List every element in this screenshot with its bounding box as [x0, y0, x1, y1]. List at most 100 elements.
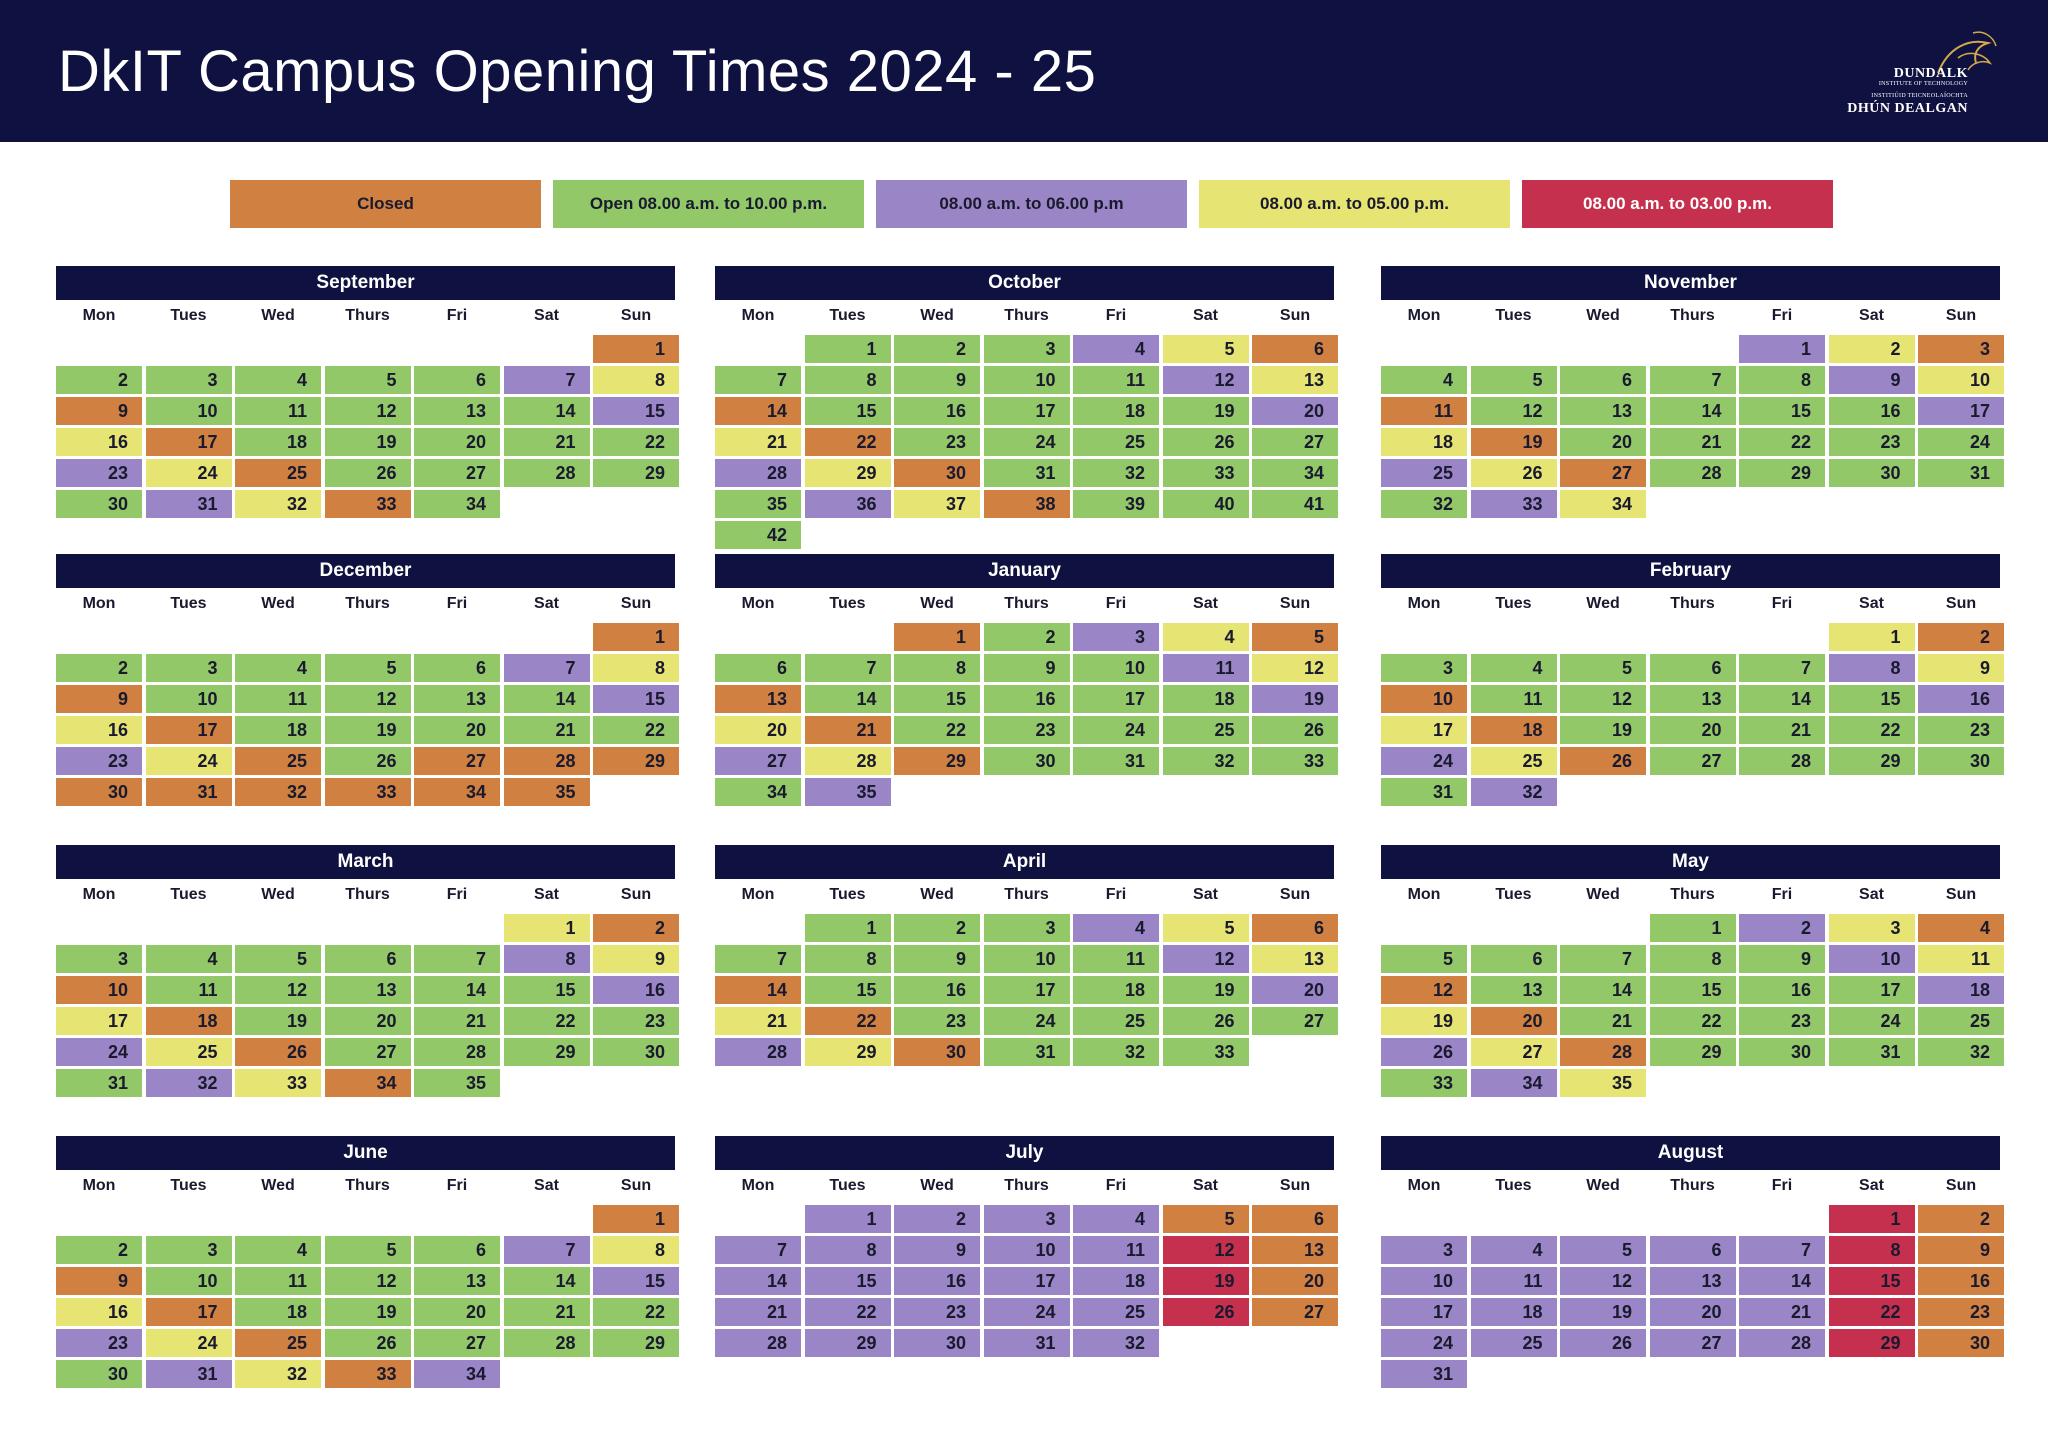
weekday-label: Sun — [1945, 307, 1977, 324]
day-cell-open-6pm: 16 — [894, 1267, 980, 1295]
day-cell-closed: 6 — [1252, 914, 1338, 942]
weekday-label: Sat — [1859, 595, 1884, 612]
empty-cell — [146, 914, 232, 942]
day-cell-open-6pm: 11 — [1470, 1267, 1557, 1295]
day-cell-open-10pm: 3 — [145, 654, 232, 682]
day-cell-open-10pm: 21 — [1649, 428, 1736, 456]
weekday-label: Tues — [170, 1177, 207, 1194]
day-cell-open-5pm: 24 — [145, 459, 232, 487]
day-cell-open-10pm: 16 — [894, 397, 980, 425]
weekday-label: Tues — [1495, 595, 1532, 612]
weekday-label: Thurs — [1004, 886, 1049, 903]
day-cell-open-6pm: 2 — [1739, 914, 1825, 942]
day-cell-open-10pm: 17 — [1073, 685, 1159, 713]
weekday-label: Mon — [1407, 1177, 1441, 1194]
empty-cell — [414, 335, 500, 363]
day-cell-open-10pm: 6 — [1560, 366, 1646, 394]
day-cell-open-10pm: 3 — [1381, 654, 1467, 682]
day-cell-open-6pm: 24 — [1381, 1329, 1467, 1357]
day-cell-open-6pm: 34 — [1470, 1069, 1557, 1097]
day-grid: 1 2 3 4 5 6 7 8 9 10 11 12 13 14 15 16 17 18 19 20 21 22 23 24 2… — [715, 335, 1338, 549]
day-grid: 1 2 3 4 5 6 7 8 9 10 11 12 13 14 15 16 17 18 19 20 21 22 23 24 2… — [1381, 335, 2004, 518]
month-june: June Mon Tues Wed Thurs Fri Sat Sun 1 2 3 4 5 6 7 8 9 10 1… — [56, 1136, 679, 1388]
day-cell-open-6pm: 28 — [715, 459, 801, 487]
day-cell-closed: 33 — [324, 1360, 411, 1388]
weekday-header: Mon Tues Wed Thurs Fri Sat Sun — [715, 879, 1334, 911]
day-cell-open-10pm: 22 — [503, 1007, 590, 1035]
weekday-label: Sat — [534, 1177, 559, 1194]
weekday-label: Mon — [1407, 886, 1441, 903]
day-cell-closed: 33 — [324, 490, 411, 518]
day-cell-open-10pm: 27 — [414, 459, 500, 487]
day-cell-open-10pm: 27 — [1252, 1007, 1338, 1035]
day-cell-open-10pm: 31 — [56, 1069, 142, 1097]
day-cell-open-10pm: 22 — [593, 428, 679, 456]
weekday-label: Sat — [1859, 1177, 1884, 1194]
empty-cell — [504, 335, 590, 363]
weekday-label: Mon — [741, 886, 775, 903]
day-cell-open-5pm: 19 — [1381, 1007, 1467, 1035]
weekday-label: Fri — [1105, 307, 1127, 324]
day-grid: 1 2 3 4 5 6 7 8 9 10 11 12 13 14 15 16 17 18 19 20 21 22 23 24 2… — [1381, 1205, 2004, 1388]
day-cell-open-10pm: 18 — [235, 428, 321, 456]
day-cell-open-5pm: 33 — [235, 1069, 321, 1097]
day-cell-open-10pm: 15 — [503, 976, 590, 1004]
day-cell-closed: 31 — [145, 778, 232, 806]
empty-cell — [805, 623, 891, 651]
empty-cell — [1650, 623, 1736, 651]
day-cell-open-10pm: 2 — [56, 366, 142, 394]
day-cell-closed: 19 — [1470, 428, 1557, 456]
weekday-header: Mon Tues Wed Thurs Fri Sat Sun — [56, 588, 675, 620]
day-cell-open-5pm: 5 — [1162, 914, 1249, 942]
day-cell-open-10pm: 11 — [145, 976, 232, 1004]
weekday-label: Fri — [446, 307, 468, 324]
day-cell-open-10pm: 11 — [1073, 366, 1159, 394]
empty-cell — [715, 1205, 801, 1233]
month-january: January Mon Tues Wed Thurs Fri Sat Sun 1 2 3 4 5 6 7 8 9… — [715, 554, 1338, 806]
weekday-label: Tues — [829, 1177, 866, 1194]
day-cell-closed: 11 — [1381, 397, 1467, 425]
day-cell-open-6pm: 15 — [593, 397, 679, 425]
day-cell-open-10pm: 19 — [1162, 976, 1249, 1004]
day-cell-open-6pm: 4 — [1470, 1236, 1557, 1264]
weekday-label: Wed — [261, 595, 295, 612]
day-cell-open-10pm: 2 — [56, 654, 142, 682]
day-cell-open-10pm: 12 — [1560, 685, 1646, 713]
weekday-label: Tues — [170, 307, 207, 324]
weekday-label: Mon — [82, 1177, 116, 1194]
day-cell-open-10pm: 13 — [414, 1267, 500, 1295]
day-cell-open-6pm: 23 — [56, 1329, 142, 1357]
weekday-label: Mon — [741, 595, 775, 612]
day-cell-closed: 17 — [145, 428, 232, 456]
day-cell-open-6pm: 32 — [145, 1069, 232, 1097]
day-cell-open-10pm: 16 — [1739, 976, 1825, 1004]
day-cell-closed: 30 — [56, 778, 142, 806]
weekday-label: Fri — [446, 595, 468, 612]
day-cell-open-6pm: 15 — [593, 685, 679, 713]
day-cell-open-3pm: 19 — [1162, 1267, 1249, 1295]
day-cell-open-10pm: 12 — [324, 685, 411, 713]
day-cell-open-10pm: 9 — [983, 654, 1070, 682]
empty-cell — [1650, 335, 1736, 363]
day-cell-open-10pm: 30 — [56, 490, 142, 518]
day-cell-open-10pm: 20 — [414, 428, 500, 456]
day-cell-closed: 35 — [503, 778, 590, 806]
day-cell-open-6pm: 7 — [715, 1236, 801, 1264]
day-cell-open-5pm: 5 — [1162, 335, 1249, 363]
day-cell-open-10pm: 13 — [1560, 397, 1646, 425]
day-cell-open-10pm: 7 — [414, 945, 500, 973]
day-cell-open-10pm: 2 — [56, 1236, 142, 1264]
day-cell-open-5pm: 3 — [1828, 914, 1915, 942]
weekday-label: Thurs — [1004, 595, 1049, 612]
day-cell-open-10pm: 23 — [894, 428, 980, 456]
day-cell-closed: 25 — [235, 747, 321, 775]
day-cell-open-5pm: 8 — [593, 1236, 679, 1264]
day-cell-open-10pm: 29 — [593, 1329, 679, 1357]
day-cell-closed: 12 — [1381, 976, 1467, 1004]
day-cell-open-5pm: 26 — [1470, 459, 1557, 487]
day-cell-open-10pm: 15 — [1828, 685, 1915, 713]
day-cell-open-10pm: 10 — [145, 397, 232, 425]
empty-cell — [1471, 914, 1557, 942]
weekday-label: Mon — [741, 1177, 775, 1194]
empty-cell — [235, 914, 321, 942]
